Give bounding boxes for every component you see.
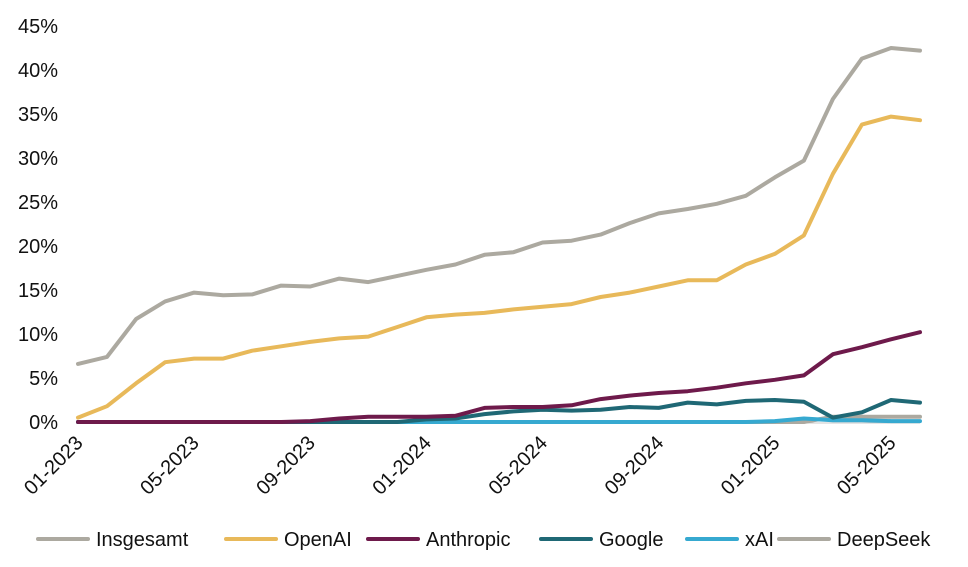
y-axis: 0% 5% 10% 15% 20% 25% 30% 35% 40% 45% [18, 16, 58, 434]
legend-label-xai: xAI [745, 529, 774, 551]
x-tick-label: 01-2024 [368, 432, 435, 499]
legend-label-google: Google [599, 529, 664, 551]
y-tick-label: 35% [18, 104, 58, 126]
x-tick-label: 09-2024 [601, 432, 668, 499]
legend-label-anthropic: Anthropic [426, 529, 511, 551]
x-tick-label: 09-2023 [252, 432, 319, 499]
series-line-openai [76, 114, 922, 420]
x-tick-label: 05-2023 [136, 432, 203, 499]
legend-label-insgesamt: Insgesamt [96, 529, 189, 551]
x-tick-label: 05-2025 [833, 432, 900, 499]
x-tick-label: 05-2024 [485, 432, 552, 499]
y-tick-label: 20% [18, 236, 58, 258]
y-tick-label: 5% [29, 368, 58, 390]
series-line-insgesamt [76, 46, 922, 366]
legend-label-openai: OpenAI [284, 529, 352, 551]
y-tick-label: 0% [29, 412, 58, 434]
y-tick-label: 10% [18, 324, 58, 346]
legend-label-deepseek: DeepSeek [837, 529, 931, 551]
x-axis: 01-2023 05-2023 09-2023 01-2024 05-2024 09-20… [20, 432, 900, 499]
y-tick-label: 40% [18, 60, 58, 82]
y-tick-label: 30% [18, 148, 58, 170]
y-tick-label: 15% [18, 280, 58, 302]
series-lines [76, 46, 922, 424]
legend: Insgesamt OpenAI Anthropic Google xAI DeepSee… [36, 529, 931, 551]
series-line-anthropic [76, 330, 922, 424]
y-tick-label: 25% [18, 192, 58, 214]
x-tick-label: 01-2023 [20, 432, 87, 499]
y-tick-label: 45% [18, 16, 58, 38]
x-tick-label: 01-2025 [717, 432, 784, 499]
